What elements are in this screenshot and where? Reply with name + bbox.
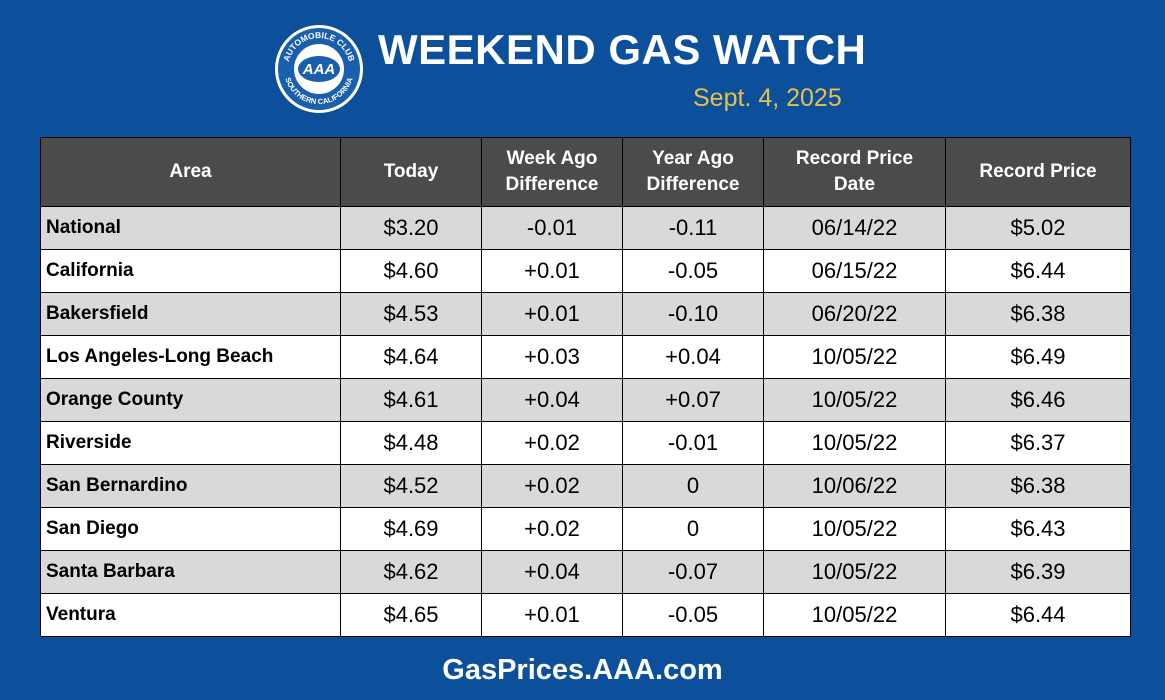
table-row: Ventura $4.65 +0.01 -0.05 10/05/22 $6.44 — [40, 593, 1131, 637]
logo-oval — [298, 56, 340, 82]
value-cell: $4.65 — [340, 593, 482, 637]
header-row: Area Today Week Ago Difference Year Ago Dif… — [40, 137, 1131, 207]
value-cell: -0.05 — [622, 593, 764, 637]
value-cell: $4.61 — [340, 378, 482, 422]
value-cell: 0 — [622, 464, 764, 508]
value-cell: $4.62 — [340, 550, 482, 594]
area-cell: Riverside — [40, 421, 341, 465]
table-row: San Diego $4.69 +0.02 0 10/05/22 $6.43 — [40, 507, 1131, 551]
area-cell: Ventura — [40, 593, 341, 637]
value-cell: 10/05/22 — [763, 550, 946, 594]
table-row: California $4.60 +0.01 -0.05 06/15/22 $6.44 — [40, 249, 1131, 293]
value-cell: 06/20/22 — [763, 292, 946, 336]
value-cell: +0.03 — [481, 335, 623, 379]
logo: AUTOMOBILE CLUB SOUTHERN CALIFORNIA AAA — [275, 25, 363, 113]
value-cell: +0.02 — [481, 421, 623, 465]
value-cell: 0 — [622, 507, 764, 551]
area-cell: San Bernardino — [40, 464, 341, 508]
value-cell: 10/05/22 — [763, 507, 946, 551]
column-header: Today — [340, 137, 482, 207]
value-cell: $6.39 — [945, 550, 1131, 594]
value-cell: 10/06/22 — [763, 464, 946, 508]
value-cell: +0.04 — [481, 550, 623, 594]
value-cell: +0.04 — [622, 335, 764, 379]
gas-price-table: Area Today Week Ago Difference Year Ago Dif… — [40, 137, 1131, 637]
value-cell: 06/14/22 — [763, 206, 946, 250]
logo-center-text: AAA — [302, 61, 336, 78]
table-row: Bakersfield $4.53 +0.01 -0.10 06/20/22 $6.38 — [40, 292, 1131, 336]
footer-website: GasPrices.AAA.com — [442, 654, 723, 686]
table-row: Santa Barbara $4.62 +0.04 -0.07 10/05/22 $6.3… — [40, 550, 1131, 594]
column-header: Record Price — [945, 137, 1131, 207]
value-cell: $4.48 — [340, 421, 482, 465]
area-cell: Orange County — [40, 378, 341, 422]
value-cell: +0.01 — [481, 249, 623, 293]
value-cell: $4.60 — [340, 249, 482, 293]
value-cell: $6.49 — [945, 335, 1131, 379]
table-body: National $3.20 -0.01 -0.11 06/14/22 $5.02 Cali… — [40, 206, 1131, 637]
value-cell: $6.37 — [945, 421, 1131, 465]
value-cell: $6.38 — [945, 292, 1131, 336]
area-cell: California — [40, 249, 341, 293]
value-cell: $4.64 — [340, 335, 482, 379]
column-header: Year Ago Difference — [622, 137, 764, 207]
value-cell: +0.07 — [622, 378, 764, 422]
value-cell: -0.01 — [622, 421, 764, 465]
value-cell: 06/15/22 — [763, 249, 946, 293]
value-cell: $5.02 — [945, 206, 1131, 250]
value-cell: +0.04 — [481, 378, 623, 422]
table-row: Los Angeles-Long Beach $4.64 +0.03 +0.04 10/… — [40, 335, 1131, 379]
title: WEEKEND GAS WATCH — [378, 26, 867, 73]
value-cell: 10/05/22 — [763, 335, 946, 379]
area-cell: Santa Barbara — [40, 550, 341, 594]
value-cell: +0.02 — [481, 507, 623, 551]
table-row: Riverside $4.48 +0.02 -0.01 10/05/22 $6.37 — [40, 421, 1131, 465]
table-row: San Bernardino $4.52 +0.02 0 10/06/22 $6.38 — [40, 464, 1131, 508]
value-cell: $4.53 — [340, 292, 482, 336]
value-cell: $6.44 — [945, 593, 1131, 637]
value-cell: $6.43 — [945, 507, 1131, 551]
value-cell: $3.20 — [340, 206, 482, 250]
value-cell: $6.38 — [945, 464, 1131, 508]
value-cell: -0.07 — [622, 550, 764, 594]
column-header: Week Ago Difference — [481, 137, 623, 207]
area-cell: National — [40, 206, 341, 250]
value-cell: 10/05/22 — [763, 378, 946, 422]
value-cell: +0.02 — [481, 464, 623, 508]
value-cell: 10/05/22 — [763, 593, 946, 637]
area-cell: San Diego — [40, 507, 341, 551]
value-cell: $4.69 — [340, 507, 482, 551]
value-cell: +0.01 — [481, 593, 623, 637]
value-cell: -0.10 — [622, 292, 764, 336]
table-row: Orange County $4.61 +0.04 +0.07 10/05/22 $6.4… — [40, 378, 1131, 422]
area-cell: Los Angeles-Long Beach — [40, 335, 341, 379]
date: Sept. 4, 2025 — [693, 84, 842, 112]
value-cell: $6.44 — [945, 249, 1131, 293]
table-row: National $3.20 -0.01 -0.11 06/14/22 $5.02 — [40, 206, 1131, 250]
column-header: Record Price Date — [763, 137, 946, 207]
value-cell: +0.01 — [481, 292, 623, 336]
value-cell: 10/05/22 — [763, 421, 946, 465]
value-cell: $4.52 — [340, 464, 482, 508]
value-cell: -0.05 — [622, 249, 764, 293]
value-cell: -0.01 — [481, 206, 623, 250]
column-header: Area — [40, 137, 341, 207]
area-cell: Bakersfield — [40, 292, 341, 336]
value-cell: $6.46 — [945, 378, 1131, 422]
value-cell: -0.11 — [622, 206, 764, 250]
